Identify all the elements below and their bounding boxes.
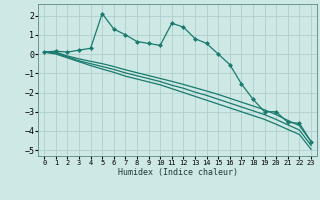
X-axis label: Humidex (Indice chaleur): Humidex (Indice chaleur) — [118, 168, 238, 177]
